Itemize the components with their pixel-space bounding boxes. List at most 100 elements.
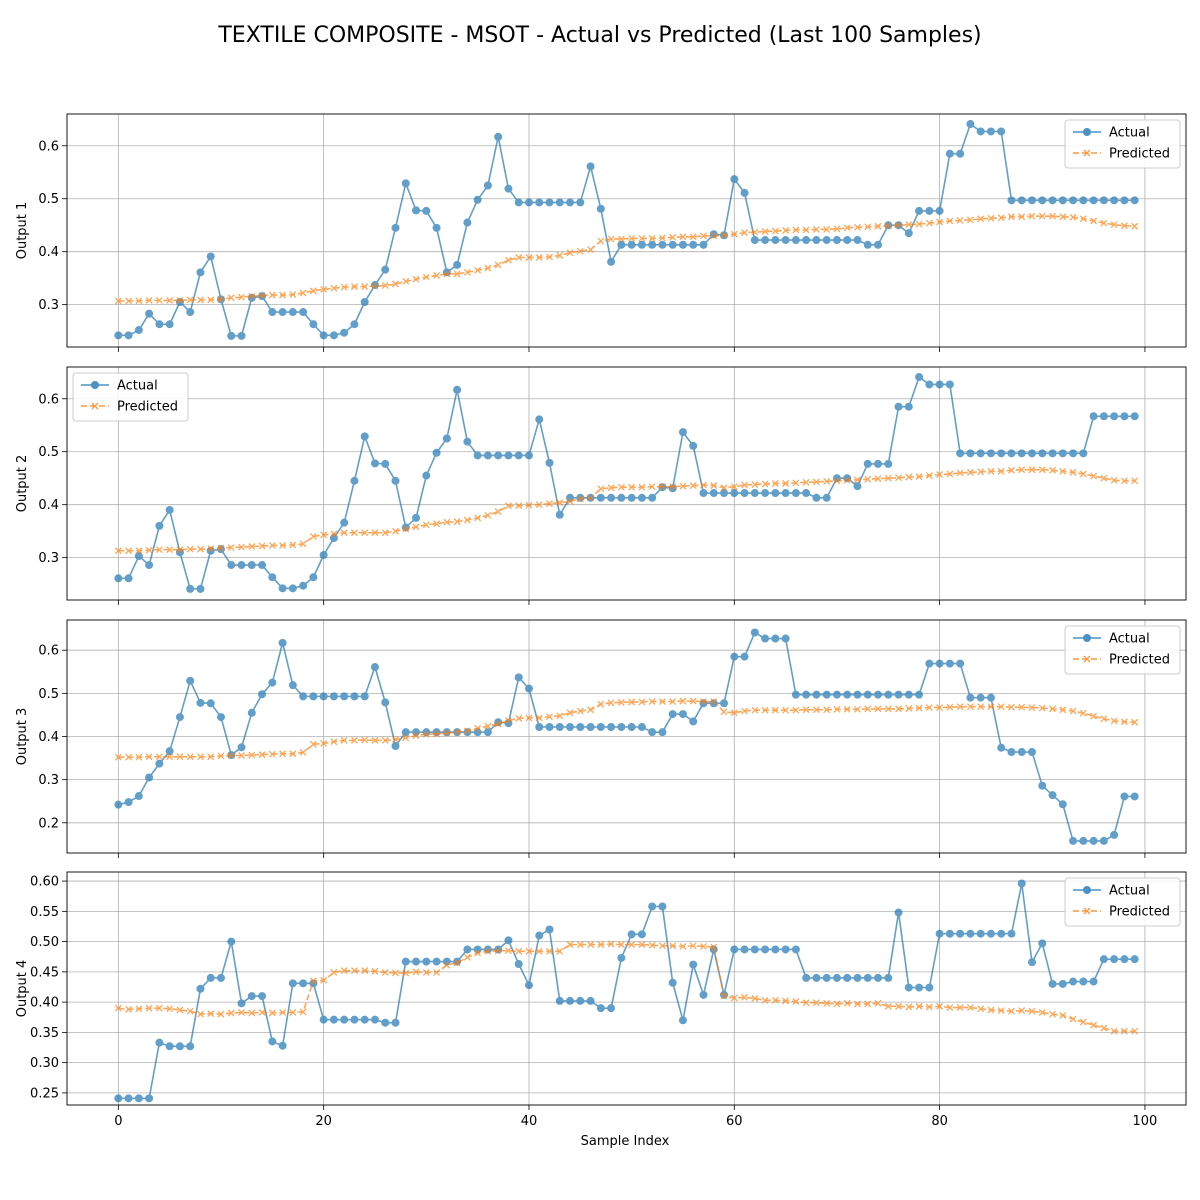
- y-tick-label: 0.3: [38, 773, 59, 788]
- predicted-point: [761, 996, 769, 1004]
- predicted-point: [812, 706, 820, 714]
- actual-point: [237, 999, 246, 1008]
- predicted-point: [361, 736, 369, 744]
- actual-point: [329, 1015, 338, 1024]
- x-tick-label: 100: [1133, 1114, 1158, 1129]
- y-tick-label: 0.4: [38, 498, 59, 513]
- actual-point: [391, 476, 400, 485]
- predicted-point: [966, 216, 974, 224]
- actual-point: [370, 1015, 379, 1024]
- predicted-point: [1120, 1027, 1128, 1035]
- actual-point: [802, 489, 811, 498]
- predicted-point: [227, 294, 235, 302]
- actual-point: [627, 240, 636, 249]
- actual-point: [699, 699, 708, 708]
- x-tick-label: 0: [114, 1114, 122, 1129]
- actual-point: [904, 402, 913, 411]
- predicted-point: [258, 542, 266, 550]
- predicted-point: [617, 235, 625, 243]
- actual-point: [329, 534, 338, 543]
- predicted-point: [864, 705, 872, 713]
- predicted-point: [504, 502, 512, 510]
- actual-point: [155, 320, 164, 329]
- actual-point: [422, 957, 431, 966]
- predicted-point: [268, 541, 276, 549]
- actual-point: [186, 676, 195, 685]
- actual-point: [689, 441, 698, 450]
- predicted-point: [176, 1006, 184, 1014]
- actual-point: [1048, 979, 1057, 988]
- predicted-point: [371, 282, 379, 290]
- predicted-point: [330, 969, 338, 976]
- predicted-point: [607, 484, 615, 492]
- actual-point: [1110, 196, 1119, 205]
- actual-point: [956, 929, 965, 938]
- predicted-point: [771, 480, 779, 487]
- predicted-point: [925, 219, 933, 227]
- predicted-point: [679, 697, 687, 705]
- actual-point: [935, 659, 944, 668]
- predicted-point: [299, 540, 307, 548]
- predicted-point: [525, 501, 533, 509]
- actual-point: [945, 929, 954, 938]
- actual-point: [802, 973, 811, 982]
- actual-point: [412, 957, 421, 966]
- predicted-point: [135, 753, 143, 761]
- predicted-point: [1069, 468, 1077, 476]
- predicted-point: [730, 483, 738, 491]
- x-tick-label: 20: [315, 1114, 332, 1129]
- actual-point: [709, 489, 718, 498]
- actual-point: [124, 331, 133, 340]
- actual-line: [118, 123, 1135, 337]
- actual-point: [843, 973, 852, 982]
- actual-point: [258, 561, 267, 570]
- predicted-point: [196, 545, 204, 553]
- predicted-point: [463, 727, 471, 735]
- predicted-point: [422, 730, 430, 738]
- actual-point: [412, 513, 421, 522]
- actual-point: [175, 1042, 184, 1051]
- actual-point: [1038, 196, 1047, 205]
- predicted-point: [1049, 212, 1056, 220]
- actual-point: [648, 902, 657, 911]
- predicted-point: [145, 1004, 153, 1012]
- actual-point: [607, 257, 616, 266]
- predicted-point: [669, 233, 677, 241]
- actual-point: [1079, 836, 1088, 845]
- actual-point: [124, 1094, 133, 1103]
- predicted-point: [125, 547, 133, 555]
- actual-point: [134, 1094, 143, 1103]
- predicted-point: [1008, 1007, 1015, 1015]
- actual-point: [576, 723, 585, 732]
- actual-point: [155, 759, 164, 768]
- predicted-point: [443, 961, 451, 969]
- actual-point: [288, 979, 297, 988]
- predicted-point: [217, 544, 225, 552]
- predicted-point: [1049, 466, 1056, 474]
- actual-point: [720, 489, 729, 498]
- predicted-point: [279, 1008, 287, 1016]
- actual-point: [381, 698, 390, 707]
- actual-point: [535, 723, 544, 732]
- predicted-point: [299, 749, 307, 756]
- predicted-point: [1038, 212, 1046, 220]
- predicted-point: [597, 485, 605, 493]
- plot-area: [114, 373, 1139, 593]
- predicted-point: [638, 698, 646, 706]
- actual-point: [145, 309, 154, 318]
- actual-point: [350, 1015, 359, 1024]
- actual-point: [401, 179, 410, 188]
- predicted-point: [843, 999, 851, 1007]
- actual-point: [350, 692, 359, 701]
- predicted-point: [905, 221, 913, 229]
- predicted-point: [145, 753, 153, 761]
- actual-point: [935, 380, 944, 389]
- predicted-point: [381, 736, 389, 744]
- predicted-point: [371, 967, 379, 975]
- predicted-point: [1049, 1010, 1056, 1018]
- predicted-point: [299, 289, 307, 297]
- actual-point: [145, 773, 154, 782]
- predicted-series: [114, 697, 1139, 761]
- actual-point: [288, 584, 297, 593]
- actual-point: [483, 728, 492, 737]
